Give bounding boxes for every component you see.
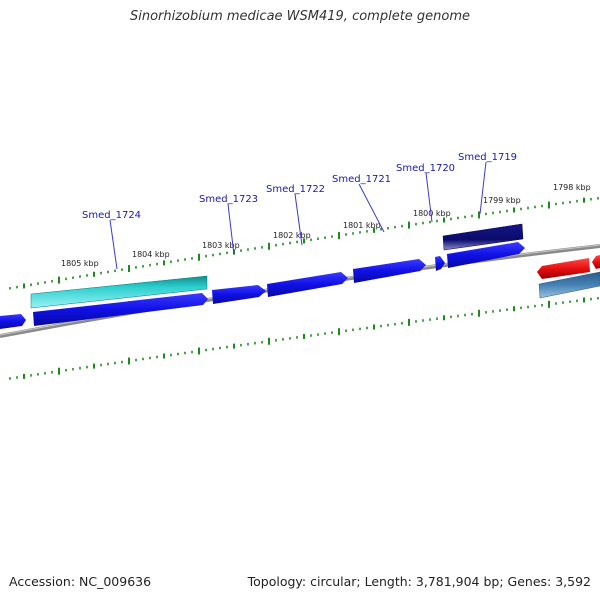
gene-feature-steel-blue[interactable]	[538, 271, 600, 299]
leader-line-1723	[227, 203, 235, 256]
gene-label-leaders	[109, 161, 487, 270]
leader-line-1719	[479, 161, 487, 215]
gene-feature-cds-1721[interactable]	[353, 259, 426, 283]
ruler-labels: 1805 kbp 1804 kbp 1803 kbp 1802 kbp 1801…	[61, 183, 591, 268]
gene-feature-cds-1723[interactable]	[212, 285, 266, 304]
ruler-label-1803: 1803 kbp	[202, 241, 240, 250]
gene-label-1724[interactable]: Smed_1724	[82, 210, 141, 221]
gene-feature-red-reverse-edge[interactable]	[592, 255, 600, 269]
gene-feature-cds-1724[interactable]	[33, 293, 208, 326]
gene-feature-cds-1719[interactable]	[447, 242, 525, 268]
genome-summary-text: Topology: circular; Length: 3,781,904 bp…	[247, 574, 591, 589]
gene-features[interactable]	[0, 223, 600, 329]
gene-label-1719[interactable]: Smed_1719	[458, 152, 517, 163]
accession-text: Accession: NC_009636	[9, 574, 152, 589]
ruler-label-1800: 1800 kbp	[413, 209, 451, 218]
gene-label-1721[interactable]: Smed_1721	[332, 174, 391, 185]
gene-feature-cds-1720[interactable]	[435, 256, 445, 271]
ruler-label-1801: 1801 kbp	[343, 221, 381, 230]
ruler-label-1802: 1802 kbp	[273, 231, 311, 240]
gene-feature-navy-1719[interactable]	[442, 223, 524, 251]
gene-feature-cds-1722[interactable]	[267, 272, 348, 297]
gene-feature-red-reverse[interactable]	[537, 258, 590, 279]
leader-line-1724	[109, 219, 118, 270]
gene-feature-rna-1724[interactable]	[30, 275, 208, 309]
ruler-ticks-lower	[9, 296, 599, 380]
leader-line-1720	[425, 172, 433, 223]
gene-label-1722[interactable]: Smed_1722	[266, 184, 325, 195]
ruler-label-1804: 1804 kbp	[132, 250, 170, 259]
ruler-label-1805: 1805 kbp	[61, 259, 99, 268]
leader-line-1721	[358, 183, 385, 233]
ruler-label-1799: 1799 kbp	[483, 196, 521, 205]
gene-feature-cds-left-edge[interactable]	[0, 314, 26, 329]
leader-line-1722	[294, 193, 303, 246]
ruler-ticks-upper	[9, 197, 599, 290]
gene-label-1723[interactable]: Smed_1723	[199, 194, 258, 205]
gene-labels[interactable]: Smed_1724 Smed_1723 Smed_1722 Smed_1721 …	[82, 152, 517, 221]
gene-label-1720[interactable]: Smed_1720	[396, 163, 455, 174]
ruler-label-1798: 1798 kbp	[553, 183, 591, 192]
genome-title: Sinorhizobium medicae WSM419, complete g…	[129, 9, 471, 24]
